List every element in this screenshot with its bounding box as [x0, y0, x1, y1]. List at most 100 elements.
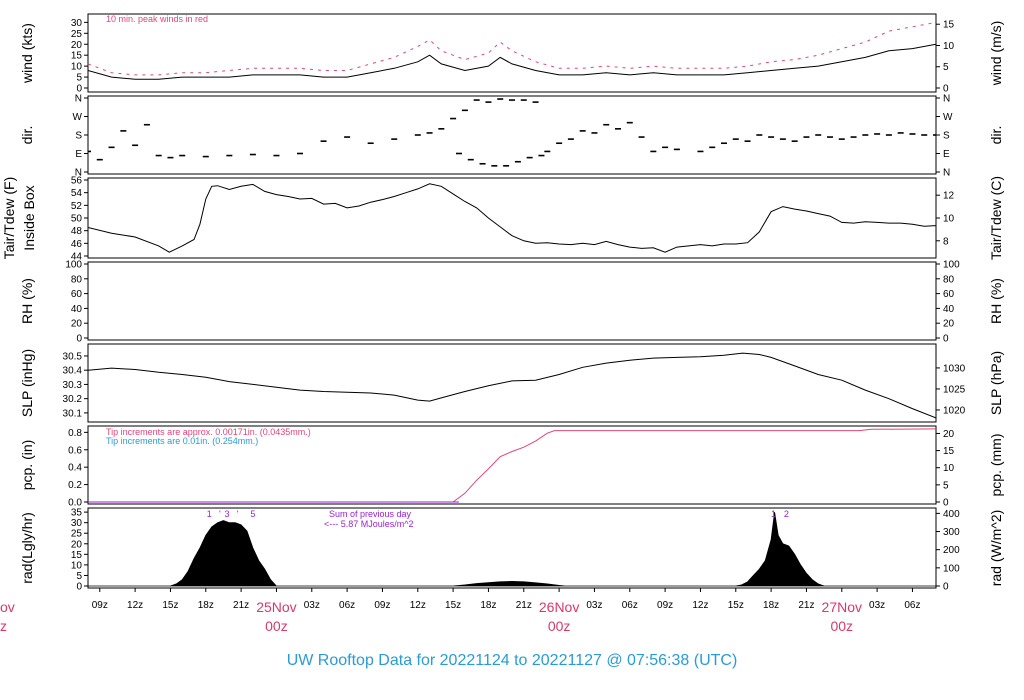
series-group — [88, 21, 936, 80]
y-tick-label: 20 — [71, 319, 83, 330]
y-tick-label: 0 — [76, 334, 82, 345]
day-time-label: 00z — [830, 618, 853, 634]
y-axis-label: wind (kts) — [19, 23, 35, 84]
y-tick-label: 56 — [71, 176, 83, 187]
y-tick-label: N — [75, 94, 82, 105]
series-group — [88, 183, 936, 253]
y-tick-label: 15 — [71, 550, 83, 561]
x-tick-label: 18z — [198, 600, 214, 611]
day-label: 25Nov — [256, 599, 296, 615]
y-tick-label: 30.5 — [63, 351, 83, 362]
y-tick-label-right: 80 — [943, 274, 955, 285]
x-tick-label: 12z — [127, 600, 143, 611]
y-tick-label: 40 — [71, 304, 83, 315]
x-axis: 09z 12z 15z 18z 21z 03z 06z 09z 12z 15z 18z 21z 03z 0… — [0, 588, 921, 634]
panel-slp: 30.1 30.2 30.3 30.4 30.5 1020 1025 1030 SLP (inH… — [19, 343, 1004, 423]
y-tick-label-right: 100 — [943, 563, 960, 574]
y-tick-label: 0.6 — [68, 445, 82, 456]
y-tick-label-right: 40 — [943, 304, 955, 315]
y-tick-label-right: 0 — [943, 498, 949, 509]
series-group — [88, 512, 936, 587]
x-tick-label: 21z — [233, 600, 249, 611]
y-axis-label-right: pcp. (mm) — [988, 434, 1004, 497]
peak-label: ' — [237, 509, 239, 519]
panel-frame — [87, 507, 937, 589]
y-axis-label-right: SLP (hPa) — [988, 351, 1004, 415]
y-tick-label: S — [75, 131, 82, 142]
y-tick-label-right: 10 — [943, 463, 955, 474]
peak-label: 2 — [784, 509, 789, 519]
y-tick-label-right: 1020 — [943, 405, 966, 416]
y-axis-label: rad(Lgly/hr) — [19, 512, 35, 584]
y-tick-label-right: 15 — [943, 446, 955, 457]
y-tick-label: 25 — [71, 29, 83, 40]
x-tick-label: 18z — [763, 600, 779, 611]
peak-label: 1 — [207, 509, 212, 519]
y-tick-label: 5 — [76, 73, 82, 84]
y-tick-label: 30 — [71, 18, 83, 29]
x-tick-label: 03z — [304, 600, 320, 611]
y-tick-label: 0.4 — [68, 463, 82, 474]
panel-annotation: 10 min. peak winds in red — [106, 14, 208, 24]
day-time-label: 00z — [265, 618, 288, 634]
x-tick-label: 21z — [798, 600, 814, 611]
y-tick-label: 35 — [71, 508, 83, 519]
x-tick-label: 09z — [657, 600, 673, 611]
y-tick-label: E — [75, 149, 82, 160]
y-tick-label: 0 — [76, 582, 82, 593]
y-tick-label: 0.0 — [68, 498, 82, 509]
y-tick-label: 20 — [71, 40, 83, 51]
day-label: 27Nov — [822, 599, 862, 615]
y-tick-label-right: 15 — [943, 20, 955, 31]
y-tick-label-right: N — [943, 168, 950, 179]
y-tick-label-right: 5 — [943, 62, 949, 73]
series-group — [88, 98, 936, 167]
y-tick-label-right: 12 — [943, 191, 955, 202]
y-tick-label: 30.2 — [63, 394, 83, 405]
y-tick-label: 10 — [71, 560, 83, 571]
y-tick-label-right: 0 — [943, 582, 949, 593]
y-tick-label: W — [73, 112, 83, 123]
day-time-label-cut: z — [0, 618, 7, 634]
y-tick-label: 25 — [71, 529, 83, 540]
panel-frame — [87, 261, 937, 341]
y-tick-label-right: 5 — [943, 480, 949, 491]
y-tick-label-right: 10 — [943, 41, 955, 52]
y-tick-label: 80 — [71, 274, 83, 285]
y-tick-label-right: 20 — [943, 319, 955, 330]
x-tick-label: 03z — [869, 600, 885, 611]
rad-sum-value: <--- 5.87 MJoules/m^2 — [324, 519, 414, 529]
y-tick-label: 30.1 — [63, 408, 83, 419]
x-tick-label: 15z — [445, 600, 461, 611]
series-line — [88, 352, 936, 419]
x-tick-label: 06z — [339, 600, 355, 611]
day-label-cut: ov — [0, 599, 15, 615]
x-tick-label: 06z — [904, 600, 920, 611]
x-tick-label: 12z — [410, 600, 426, 611]
x-tick-label: 09z — [374, 600, 390, 611]
y-tick-label: 46 — [71, 239, 83, 250]
y-tick-label-right: W — [943, 112, 953, 123]
series-area — [88, 512, 936, 587]
x-tick-label: 03z — [586, 600, 602, 611]
y-tick-label-right: 10 — [943, 214, 955, 225]
y-tick-label: 48 — [71, 226, 83, 237]
y-tick-label: 52 — [71, 201, 83, 212]
y-tick-label-right: S — [943, 131, 950, 142]
y-tick-label: 30 — [71, 518, 83, 529]
y-axis-label: SLP (inHg) — [19, 349, 35, 417]
x-tick-label: 21z — [516, 600, 532, 611]
tip-note-1: Tip increments are approx. 0.00171in. (0… — [106, 427, 311, 437]
chart-title: UW Rooftop Data for 20221124 to 20221127… — [287, 652, 738, 669]
y-tick-label-right: 100 — [943, 260, 960, 271]
tip-note-2: Tip increments are 0.01in. (0.254mm.) — [106, 436, 258, 446]
day-time-label: 00z — [548, 618, 571, 634]
series-line — [88, 428, 936, 503]
x-tick-label: 12z — [692, 600, 708, 611]
y-tick-label-right: 60 — [943, 289, 955, 300]
